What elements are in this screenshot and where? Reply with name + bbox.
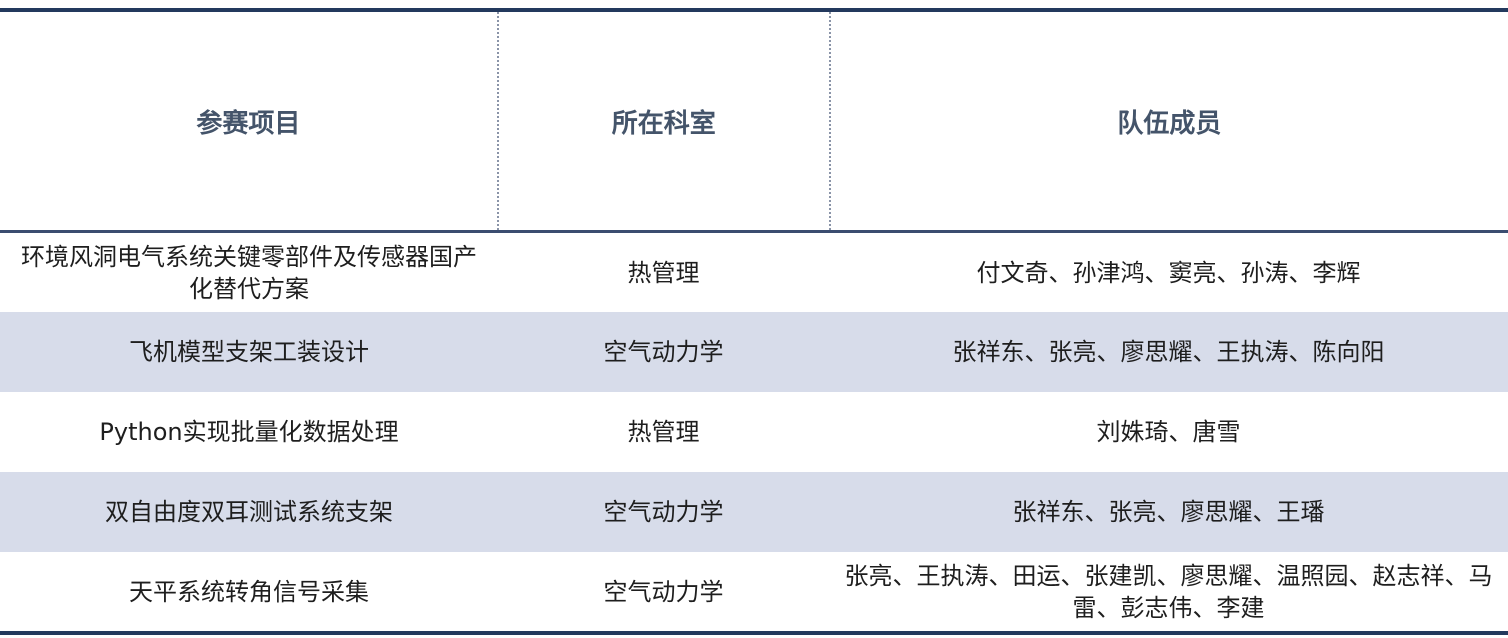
cell-project: 双自由度双耳测试系统支架 <box>105 498 393 526</box>
cell-department: 热管理 <box>627 258 700 287</box>
header-department: 所在科室 <box>496 12 829 230</box>
header-project: 参赛项目 <box>196 108 301 139</box>
team-table: 参赛项目 所在科室 队伍成员 环境风洞电气系统关键零部件及传感器国产化替代方案 … <box>0 8 1508 635</box>
table-header: 参赛项目 所在科室 队伍成员 <box>0 12 1508 233</box>
cell-members: 张亮、王执涛、田运、张建凯、廖思耀、温照园、赵志祥、马雷、彭志伟、李建 <box>844 561 1493 622</box>
cell-department: 空气动力学 <box>603 338 724 366</box>
table-row: 双自由度双耳测试系统支架 空气动力学 张祥东、张亮、廖思耀、王璠 <box>0 472 1508 552</box>
table-row: Python实现批量化数据处理 热管理 刘姝琦、唐雪 <box>0 392 1508 472</box>
cell-project: 环境风洞电气系统关键零部件及传感器国产化替代方案 <box>21 242 477 303</box>
cell-department: 空气动力学 <box>603 498 724 526</box>
cell-members: 张祥东、张亮、廖思耀、王执涛、陈向阳 <box>952 338 1385 366</box>
cell-project: Python实现批量化数据处理 <box>99 418 399 446</box>
cell-department: 空气动力学 <box>603 577 724 606</box>
table-row: 天平系统转角信号采集 空气动力学 张亮、王执涛、田运、张建凯、廖思耀、温照园、赵… <box>0 552 1508 631</box>
cell-members: 张祥东、张亮、廖思耀、王璠 <box>1012 498 1325 526</box>
table-row: 飞机模型支架工装设计 空气动力学 张祥东、张亮、廖思耀、王执涛、陈向阳 <box>0 312 1508 392</box>
cell-project: 飞机模型支架工装设计 <box>129 338 369 366</box>
header-members: 队伍成员 <box>828 12 1508 230</box>
cell-members: 刘姝琦、唐雪 <box>1096 418 1241 446</box>
cell-project: 天平系统转角信号采集 <box>129 577 369 606</box>
cell-department: 热管理 <box>627 418 700 446</box>
cell-members: 付文奇、孙津鸿、窦亮、孙涛、李辉 <box>976 258 1361 287</box>
table-row: 环境风洞电气系统关键零部件及传感器国产化替代方案 热管理 付文奇、孙津鸿、窦亮、… <box>0 233 1508 312</box>
